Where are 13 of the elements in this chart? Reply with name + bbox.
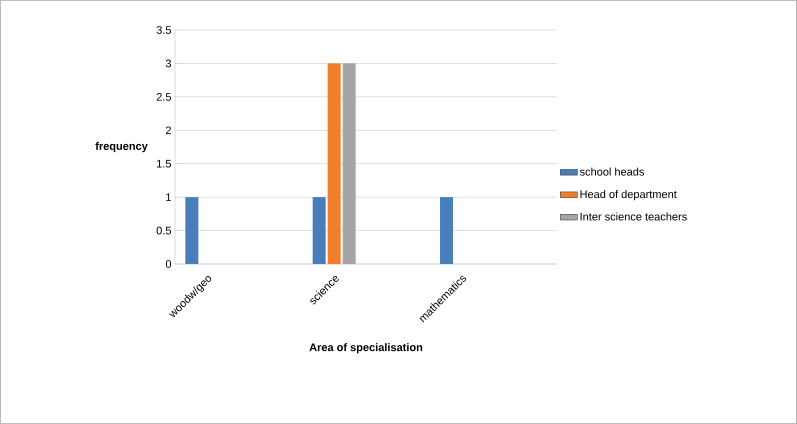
legend-label: school heads <box>580 168 644 176</box>
y-tick-label: 2 <box>166 126 171 134</box>
y-tick-label: 1 <box>166 193 171 201</box>
legend-label: Inter science teachers <box>580 212 687 221</box>
legend-label: Head of department <box>580 190 677 200</box>
y-tick-label: 3.5 <box>156 26 172 34</box>
y-tick-label: 1.5 <box>157 160 172 168</box>
y-tick-label: 0 <box>166 260 172 268</box>
y-tick-label: 3 <box>166 60 172 68</box>
y-tick-label: 2.5 <box>156 92 172 101</box>
y-axis-title: frequency <box>95 142 148 152</box>
x-axis-title: Area of specialisation <box>309 343 422 354</box>
y-tick-label: 0.5 <box>156 226 172 234</box>
